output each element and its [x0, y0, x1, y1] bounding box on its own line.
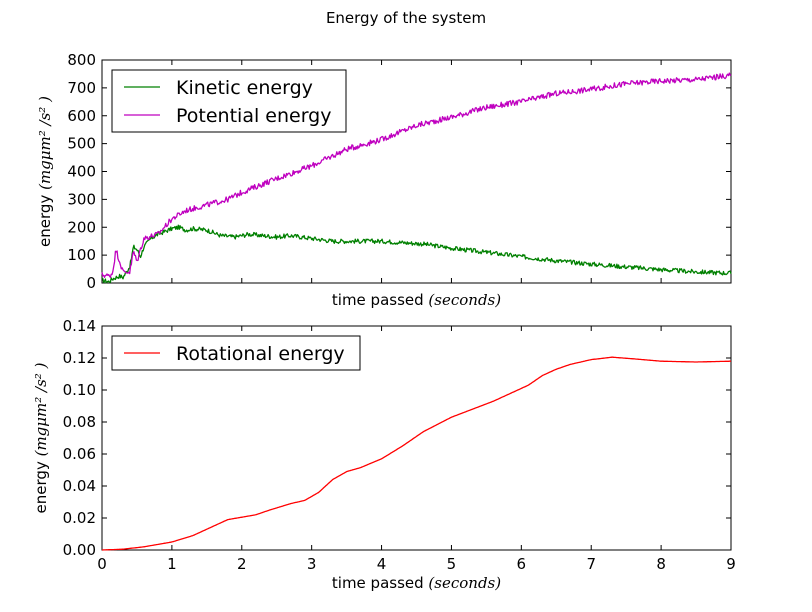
top-legend: Kinetic energy Potential energy: [111, 69, 347, 133]
y-tick-label: 300: [67, 190, 96, 208]
x-tick-label: 0: [97, 555, 107, 573]
x-tick-label: 8: [656, 555, 666, 573]
y-tick-label: 0.06: [63, 445, 96, 463]
series-line: [102, 356, 731, 551]
legend-label: Kinetic energy: [176, 77, 313, 99]
y-tick-label: 200: [67, 218, 96, 236]
y-tick-label: 700: [67, 79, 96, 97]
y-tick-label: 0.10: [63, 381, 96, 399]
x-tick-label: 7: [586, 555, 596, 573]
top-axis-ticks: 0 100 200 300 400 500 600 700 800: [67, 51, 732, 292]
y-tick-label: 0: [86, 274, 96, 292]
x-tick-label: 2: [237, 555, 247, 573]
y-tick-label: 0.00: [63, 541, 96, 559]
figure-title: Energy of the system: [325, 9, 487, 27]
x-tick-label: 9: [726, 555, 736, 573]
x-tick-label: 3: [307, 555, 317, 573]
x-axis-label: time passed (seconds): [332, 291, 501, 309]
x-tick-label: 5: [447, 555, 457, 573]
x-axis-label: time passed (seconds): [332, 574, 501, 592]
legend-label: Potential energy: [176, 105, 331, 127]
x-tick-label: 1: [167, 555, 177, 573]
bottom-legend: Rotational energy: [111, 335, 361, 371]
y-tick-label: 0.04: [63, 477, 96, 495]
y-axis-label: energy (mgμm² /s² ): [36, 96, 54, 247]
bottom-axis-ticks: 0.00 0.02 0.04 0.06 0.08 0.10 0.12 0.14 0 1 2 3 4 5 6 7…: [63, 317, 736, 573]
y-tick-label: 800: [67, 51, 96, 69]
top-subplot: 0 100 200 300 400 500 600 700 800 Kinetic energy…: [36, 51, 732, 309]
bottom-axis-labels: time passed (seconds) energy (mgμm² /s² ): [32, 362, 501, 592]
y-tick-label: 600: [67, 107, 96, 125]
y-tick-label: 100: [67, 246, 96, 264]
legend-label: Rotational energy: [176, 343, 345, 365]
y-tick-label: 500: [67, 135, 96, 153]
bottom-data-series: [102, 356, 731, 551]
x-tick-label: 4: [377, 555, 387, 573]
series-line: [101, 72, 732, 278]
y-tick-label: 0.02: [63, 509, 96, 527]
legend-box: [111, 69, 347, 133]
y-tick-label: 0.08: [63, 413, 96, 431]
y-axis-label: energy (mgμm² /s² ): [32, 362, 50, 513]
y-tick-label: 400: [67, 163, 96, 181]
series-line: [102, 224, 732, 284]
top-axis-labels: time passed (seconds) energy (mgμm² /s² ): [36, 96, 501, 309]
y-tick-label: 0.12: [63, 349, 96, 367]
bottom-subplot: 0.00 0.02 0.04 0.06 0.08 0.10 0.12 0.14 0 1 2 3 4 5 6 7…: [32, 317, 736, 592]
top-data-series: [101, 72, 732, 284]
y-tick-label: 0.14: [63, 317, 96, 335]
x-tick-label: 6: [517, 555, 527, 573]
